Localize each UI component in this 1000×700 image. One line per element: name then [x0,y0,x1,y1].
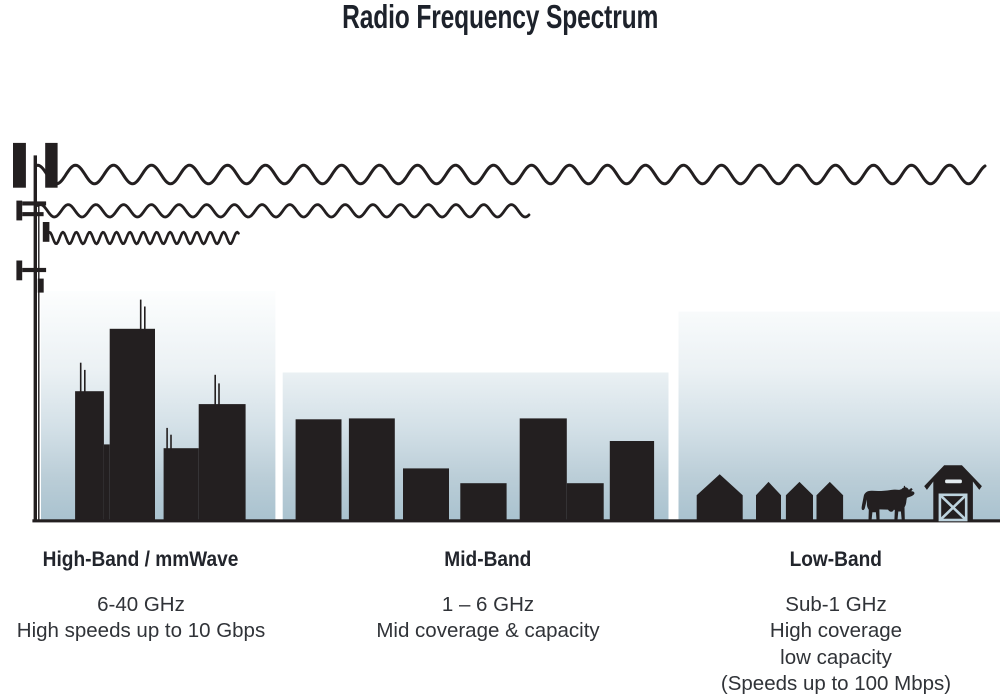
low-band-details: Sub-1 GHz High coverage low capacity (Sp… [656,592,1000,698]
barn-door-frame [938,493,968,522]
barn-door-cross [939,494,967,521]
tower-mast-line [38,203,40,521]
mid-band-details: 1 – 6 GHz Mid coverage & capacity [308,592,668,645]
building-antenna [79,362,82,394]
barn-icon [924,465,982,522]
low-frequency-wave [35,163,987,186]
high-band-details: 6-40 GHz High speeds up to 10 Gbps [0,592,321,645]
mid-frequency-wave [36,203,531,219]
high-band-title: High-Band / mmWave [43,548,239,571]
building [566,483,604,522]
title-row: Radio Frequency Spectrum [0,0,1000,36]
low-band-header: Low-Band [656,546,1000,573]
cow-icon [861,485,915,520]
tower-mast-sleeve [37,278,44,293]
house [756,481,781,522]
tower-crossarm-upper-a [22,201,47,206]
building-antenna [218,383,220,407]
tower-antenna-panel-left [13,142,26,188]
building [609,441,655,522]
high-band-frequency: 6-40 GHz [97,592,185,616]
high-frequency-wave [44,230,240,246]
mid-band-title: Mid-Band [444,548,532,571]
low-band-speed: (Speeds up to 100 Mbps) [720,672,952,695]
building-antenna [214,374,216,407]
barn-door [938,493,968,522]
barn-loft-vent [945,479,962,484]
page-title: Radio Frequency Spectrum [341,0,659,35]
house [785,481,813,522]
low-band-coverage: High coverage [769,619,903,642]
mid-band-label-block: Mid-Band 1 – 6 GHz Mid coverage & capaci… [308,546,668,642]
tower-antenna-panel-right [45,142,58,188]
mid-band-frequency: 1 – 6 GHz [441,592,535,616]
building [295,419,342,522]
mid-band-skyline [295,418,655,522]
high-band-description: High speeds up to 10 Gbps [16,619,266,642]
low-band-label-block: Low-Band Sub-1 GHz High coverage low cap… [656,546,1000,695]
mid-band-header: Mid-Band [308,546,668,573]
tower-crossarm-lower [22,267,47,273]
ground-line [32,519,1000,523]
tower-wave-antenna [42,222,50,242]
low-band-frequency: Sub-1 GHz [785,592,887,616]
house [696,474,743,522]
tower-crossarm-upper-b [22,212,44,217]
building [348,418,395,522]
building [519,418,567,522]
tower-side-antenna-upper [16,200,23,221]
building [403,468,449,522]
building [460,483,507,522]
cell-tower-icon [13,142,58,522]
high-band-label-block: High-Band / mmWave 6-40 GHz High speeds … [0,546,321,642]
building [109,328,155,522]
building [75,391,104,522]
building [103,444,110,522]
tower-side-antenna-lower [16,260,23,281]
building-antenna [84,369,86,394]
cow-silhouette [861,485,915,520]
house [816,481,844,522]
building-antenna [144,306,146,331]
building-antenna [139,299,142,331]
high-band-skyline [75,299,246,522]
high-band-header: High-Band / mmWave [0,546,321,573]
tower-mast [33,155,37,522]
low-band-capacity: low capacity [780,645,892,669]
building-antenna [166,427,168,451]
low-band-village [696,474,844,522]
building [163,448,199,522]
building [198,404,246,522]
low-band-title: Low-Band [789,548,883,571]
building-antenna [170,434,172,451]
radio-waves [35,163,987,246]
mid-band-description: Mid coverage & capacity [376,619,600,642]
